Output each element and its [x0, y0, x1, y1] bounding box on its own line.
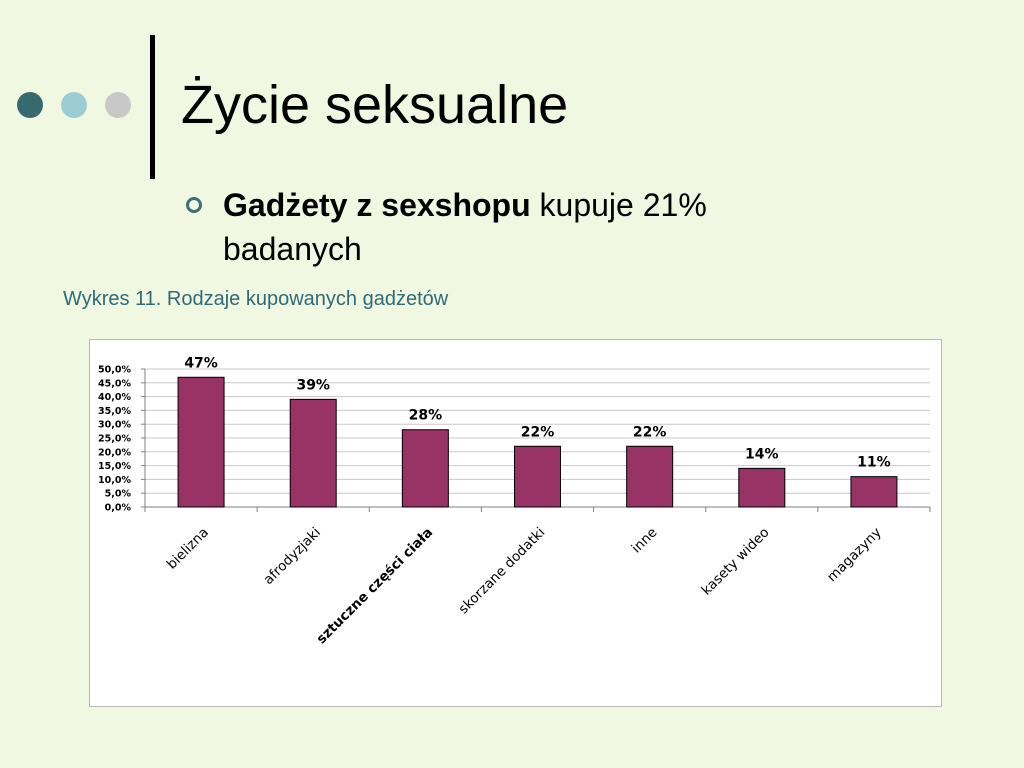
x-tick-label: kasety wideo — [699, 525, 773, 599]
chart-caption: Wykres 11. Rodzaje kupowanych gadżetów — [63, 288, 449, 310]
data-label: 47% — [184, 355, 218, 371]
y-tick-label: 35,0% — [98, 406, 131, 417]
slide-title: Życie seksualne — [181, 75, 569, 135]
chart-area: 0,0% 5,0% 10,0% 15,0% 20,0% 25,0% 30,0% 35,0% 40… — [89, 339, 942, 707]
bullet-text: Gadżety z sexshopu kupuje 21% badanych — [223, 183, 843, 271]
data-label: 28% — [409, 408, 443, 424]
y-tick-label: 50,0% — [98, 365, 131, 376]
bar — [626, 445, 674, 508]
title-divider — [150, 35, 155, 179]
y-tick-label: 40,0% — [98, 392, 131, 403]
bar — [514, 445, 561, 508]
x-tick-label: inne — [629, 525, 661, 557]
data-label: 11% — [857, 455, 891, 471]
dot-dark — [17, 92, 43, 118]
y-tick-label: 15,0% — [98, 461, 131, 472]
x-tick-label: sztuczne części ciała — [313, 525, 436, 648]
y-tick-label: 10,0% — [98, 475, 131, 486]
x-tick-label: afrodyzjaki — [261, 525, 324, 588]
bar — [401, 429, 449, 508]
data-label: 39% — [296, 377, 330, 393]
x-tick-label: bielizna — [164, 525, 212, 573]
x-tick-label: skorzane dodatki — [456, 525, 549, 618]
y-tick-label: 25,0% — [98, 434, 131, 445]
data-label: 14% — [745, 446, 779, 462]
bullet-icon — [186, 197, 202, 213]
data-label: 22% — [633, 424, 667, 440]
bar — [177, 376, 225, 508]
y-tick-label: 0,0% — [105, 503, 132, 514]
bar — [850, 476, 898, 508]
y-tick-label: 30,0% — [98, 420, 131, 431]
dot-light-blue — [61, 92, 87, 118]
bullet-bold-text: Gadżety z sexshopu — [223, 187, 531, 223]
y-tick-label: 5,0% — [105, 489, 132, 500]
bullet-rest-text: kupuje 21% badanych — [223, 187, 707, 267]
x-tick-label: magazyny — [824, 525, 885, 586]
bar-chart: 0,0% 5,0% 10,0% 15,0% 20,0% 25,0% 30,0% 35,0% 40… — [98, 355, 931, 648]
y-tick-label: 45,0% — [98, 378, 131, 389]
bar — [738, 467, 786, 508]
bar — [289, 398, 337, 508]
y-tick-label: 20,0% — [98, 447, 131, 458]
dot-gray — [105, 92, 131, 118]
data-label: 22% — [521, 424, 555, 440]
